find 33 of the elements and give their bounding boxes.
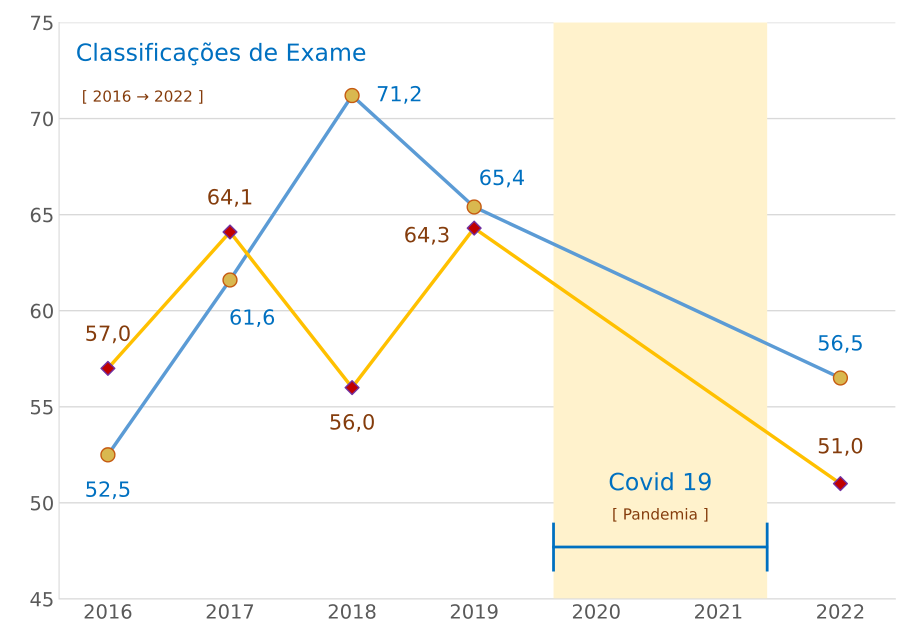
y-tick-label: 50	[30, 496, 53, 511]
x-tick-label: 2019	[450, 604, 498, 619]
data-label: 61,6	[230, 309, 274, 328]
point	[222, 224, 238, 240]
y-tick-label: 65	[30, 208, 53, 222]
point	[344, 380, 360, 396]
x-tick-label: 2018	[328, 604, 376, 619]
data-label: 65,4	[480, 169, 524, 188]
x-tick-label: 2016	[84, 604, 132, 619]
data-label: 52,5	[86, 481, 130, 500]
x-tick-label: 2022	[817, 604, 864, 619]
point	[100, 360, 116, 376]
text: [ 2016 → 2022 ]	[83, 90, 202, 104]
data-label: 57,0	[86, 325, 130, 344]
data-label: 56,5	[818, 334, 862, 353]
data-label: 71,2	[378, 86, 420, 104]
y-tick-label: 45	[30, 592, 53, 607]
y-tick-label: 60	[30, 304, 53, 318]
x-tick-label: 2020	[572, 604, 620, 619]
data-label: 51,0	[818, 438, 862, 456]
data-label: 64,3	[405, 226, 448, 245]
band-label: Covid 19	[610, 472, 711, 490]
y-tick-label: 55	[30, 400, 53, 414]
data-label: 56,0	[330, 414, 374, 432]
text: Classificações de Exame	[77, 42, 366, 66]
annotation: [ Pandemia ]	[613, 508, 708, 522]
data-label: 64,1	[208, 188, 252, 207]
point	[466, 220, 482, 236]
y-tick-label: 70	[31, 112, 53, 126]
point	[832, 476, 848, 492]
x-tick-label: 2017	[206, 604, 254, 619]
x-tick-label: 2021	[695, 604, 742, 619]
y-tick-label: 75	[31, 16, 53, 30]
